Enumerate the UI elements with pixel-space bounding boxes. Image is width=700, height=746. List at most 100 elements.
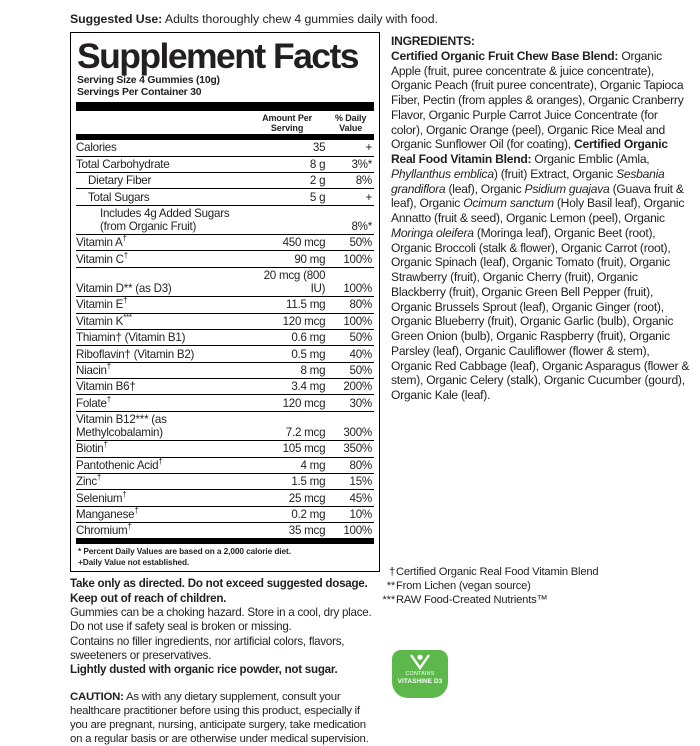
nutrient-daily-value: 100% (329, 266, 374, 297)
nutrient-daily-value: 8%* (329, 204, 374, 235)
nutrient-daily-value: + (329, 188, 374, 206)
nutrient-amount: 35 (312, 141, 326, 155)
legend-block: †Certified Organic Real Food Vitamin Ble… (379, 565, 689, 608)
nutrient-name: Total Sugars (76, 188, 249, 206)
nutrient-amount: 4 mg (248, 456, 330, 474)
footnote-marker: *** (123, 312, 132, 322)
header-amount-per-serving: Amount Per Serving (249, 111, 329, 134)
footnote-plus: +Daily Value not established. (78, 556, 190, 567)
nutrient-rows-table: Calories 35 + Total Carbohydrate 8 g 3%* Dieta… (76, 140, 374, 539)
nutrient-amount: 450 mcg (248, 234, 330, 251)
species-name: Moringa oleifera (391, 225, 474, 240)
table-row: Folate† 120 mcg 30% (76, 394, 374, 412)
footnote-marker: † (106, 394, 111, 404)
footnote-marker: † (106, 362, 111, 372)
nutrient-name: Selenium† (76, 489, 249, 507)
nutrient-name: Chromium† (76, 522, 249, 539)
table-row: Vitamin K*** 120 mcg 100% (76, 312, 374, 330)
divider-med (76, 134, 374, 141)
ingredient-text: Organic Emblic (Amla, (531, 152, 650, 166)
ingredient-text: ) (fruit) Extract, Organic (493, 166, 617, 181)
table-row: Vitamin D** (as D3) 20 mcg (800 IU) 100% (76, 266, 374, 297)
nutrient-name: Calories (76, 141, 117, 155)
suggested-use-label: Suggested Use: (70, 12, 163, 26)
ingredients-heading: INGREDIENTS: (391, 34, 475, 48)
table-row: Vitamin B6† 3.4 mg 200% (76, 378, 374, 395)
footnote-marker: † (96, 473, 102, 483)
ingredient-text: (Moringa leaf), Organic Beet (root), Org… (391, 225, 690, 402)
nutrient-name: Thiamin† (Vitamin B1) (76, 328, 249, 346)
panel-footnotes: * Percent Daily Values are based on a 2,… (76, 544, 374, 568)
nutrient-daily-value: 10% (329, 505, 374, 523)
nutrient-name: Includes 4g Added Sugars (from Organic F… (76, 204, 249, 235)
footnote-marker: † (103, 440, 108, 450)
nutrient-amount: 35 mcg (248, 522, 330, 539)
legend-item: **From Lichen (vegan source) (379, 579, 689, 593)
header-daily-value: % Daily Value (329, 111, 374, 134)
legend-marker: † (388, 566, 395, 578)
directions-line-3: Gummies can be a choking hazard. Store i… (70, 606, 372, 620)
nutrient-amount: 0.2 mg (248, 505, 330, 523)
legend-item: ***RAW Food-Created Nutrients™ (379, 593, 689, 607)
directions-line-5: Contains no filler ingredients, nor arti… (70, 634, 345, 648)
nutrition-table: Amount Per Serving % Daily Value (76, 111, 374, 134)
directions-line-6: sweeteners or preservatives. (70, 648, 212, 662)
nutrient-amount: 120 mcg (248, 394, 330, 412)
table-row: Chromium† 35 mcg 100% (76, 522, 374, 539)
footnote-marker: † (122, 234, 127, 244)
caution-label: CAUTION: (70, 690, 124, 703)
ingredients-body: INGREDIENTS: Certified Organic Fruit Che… (391, 34, 691, 403)
nutrient-amount: 120 mcg (248, 312, 330, 330)
directions-line-2: Keep out of reach of children. (70, 591, 227, 605)
species-name: Psidium guajava (524, 181, 610, 196)
footnote-marker: † (122, 489, 127, 499)
table-header-row: Amount Per Serving % Daily Value (76, 111, 374, 134)
nutrient-amount: 8 g (248, 155, 330, 173)
footnote-asterisk: * Percent Daily Values are based on a 2,… (78, 546, 291, 557)
nutrient-name: Vitamin C† (76, 250, 249, 268)
vitamin-blend-text: Organic Emblic (Amla, Phyllanthus emblic… (391, 152, 689, 402)
caution-block: CAUTION: As with any dietary supplement,… (70, 690, 370, 746)
nutrient-name: Vitamin B6† (76, 378, 249, 395)
supplement-facts-title: Supplement Facts (77, 36, 360, 76)
table-row: Includes 4g Added Sugars (from Organic F… (76, 204, 374, 235)
species-name: Sesbania grandiflora (391, 166, 665, 196)
nutrient-amount: 1.5 mg (248, 472, 330, 490)
ingredient-text: (Holy Basil leaf), Organic Annatto (frui… (391, 196, 685, 225)
nutrient-amount: 11.5 mg (248, 296, 330, 314)
table-row: Thiamin† (Vitamin B1) 0.6 mg 50% (76, 328, 374, 346)
ingredient-text: (leaf), Organic (445, 181, 525, 196)
vitamin-blend-name: Certified Organic Real Food Vitamin Blen… (391, 137, 668, 166)
nutrient-name: Manganese† (76, 505, 249, 523)
table-row: Vitamin C† 90 mg 100% (76, 250, 374, 268)
nutrient-daily-value: 50% (329, 234, 374, 251)
nutrient-daily-value: 100% (329, 250, 374, 268)
legend-text: From Lichen (vegan source) (396, 580, 531, 593)
nutrient-name: Biotin† (76, 440, 249, 458)
suggested-use: Suggested Use: Adults thoroughly chew 4 … (70, 12, 690, 27)
nutrient-amount (248, 204, 330, 235)
ingredients-column: INGREDIENTS: Certified Organic Fruit Che… (391, 34, 691, 403)
nutrient-daily-value: 80% (329, 296, 374, 314)
nutrient-daily-value: 30% (329, 394, 374, 412)
header-dv-line1: % Daily (334, 112, 367, 123)
footnote-marker: † (123, 296, 128, 306)
nutrient-daily-value: 8% (329, 171, 374, 189)
nutrient-name: Riboflavin† (Vitamin B2) (76, 345, 249, 363)
table-row: Vitamin B12*** (as Methylcobalamin) 7.2 m… (76, 410, 374, 441)
nutrient-daily-value: 300% (329, 410, 374, 441)
nutrient-daily-value: 200% (329, 378, 374, 395)
nutrient-daily-value: + (365, 141, 372, 155)
base-blend-text: Organic Apple (fruit, puree concentrate … (391, 48, 684, 152)
nutrient-name: Vitamin A† (76, 234, 249, 251)
legend-marker: *** (382, 594, 396, 607)
nutrient-amount: 90 mg (248, 250, 330, 268)
nutrient-amount: 25 mcg (248, 489, 330, 507)
directions-line-1: Take only as directed. Do not exceed sug… (70, 577, 368, 591)
nutrient-amount: 2 g (248, 171, 330, 189)
footnote-marker: † (127, 522, 132, 532)
left-column: Supplement Facts Serving Size 4 Gummies … (70, 32, 380, 746)
supplement-label-page: Suggested Use: Adults thoroughly chew 4 … (70, 12, 691, 745)
nutrient-name: Vitamin E† (76, 296, 249, 314)
directions-block: Take only as directed. Do not exceed sug… (70, 577, 382, 677)
